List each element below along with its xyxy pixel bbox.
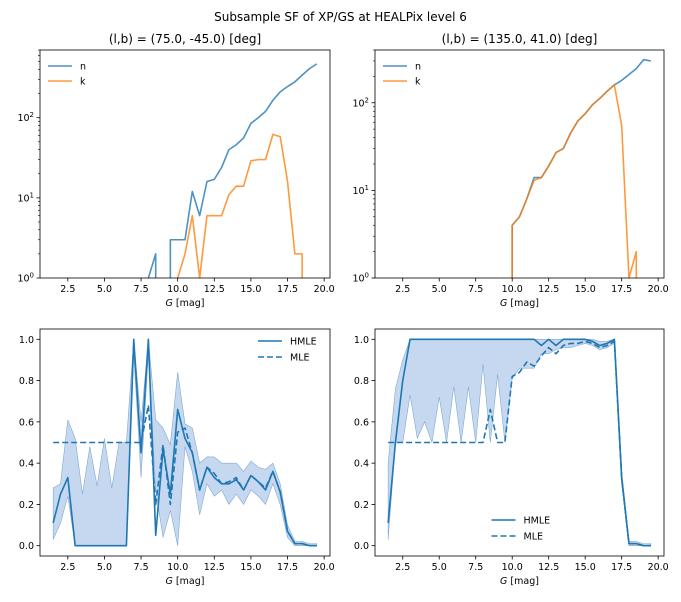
legend: nk	[48, 62, 86, 88]
legend: HMLE MLE	[258, 337, 317, 364]
x-tick-label: 10.0	[167, 284, 188, 295]
legend-label-k: k	[80, 77, 86, 88]
x-tick-label: 5.0	[97, 284, 112, 295]
x-axis-label: G [mag]	[500, 576, 539, 587]
x-tick-label: 12.5	[538, 562, 559, 573]
chart-panel-4: 2.5 5.0 7.5 10.0 12.5 15.0 17.5 20.0 0.0 0.2 0.4 0.…	[354, 328, 669, 587]
x-tick-label: 7.5	[468, 562, 483, 573]
legend-label-n: n	[415, 62, 421, 73]
series-line-hmle	[387, 338, 651, 547]
x-tick-label: 10.0	[167, 562, 188, 573]
axes-frame	[374, 328, 665, 557]
x-tick-label: 15.0	[575, 284, 596, 295]
x-tick-label: 2.5	[60, 284, 75, 295]
plot-area	[387, 338, 652, 547]
series-line-mle	[388, 340, 651, 547]
y-tick-label: 1.0	[19, 335, 34, 346]
legend: HMLE MLE	[491, 516, 551, 543]
axes-frame	[39, 49, 331, 279]
x-tick-label: 15.0	[575, 562, 596, 573]
figure-title: Subsample SF of XP/GS at HEALPix level 6	[214, 10, 467, 24]
y-tick-label: 1.0	[354, 335, 369, 346]
x-tick-label: 5.0	[432, 284, 447, 295]
x-axis-label: G [mag]	[500, 298, 539, 309]
y-tick-label: 100	[352, 272, 369, 285]
y-tick-label: 0.4	[19, 459, 34, 470]
series-line-k	[176, 133, 303, 278]
legend: nk	[383, 62, 421, 88]
series-line-n	[147, 63, 318, 278]
x-tick-label: 7.5	[134, 562, 149, 573]
x-tick-label: 17.5	[611, 562, 632, 573]
subplot-title: (l,b) = (75.0, -45.0) [deg]	[109, 32, 261, 46]
y-tick-label: 0.2	[354, 500, 369, 511]
x-tick-label: 15.0	[240, 284, 261, 295]
x-tick-label: 17.5	[277, 284, 298, 295]
x-tick-label: 15.0	[240, 562, 261, 573]
chart-panel-3: 2.5 5.0 7.5 10.0 12.5 15.0 17.5 20.0 0.0 0.2 0.4 0.…	[19, 328, 335, 587]
series-line-k	[511, 84, 638, 278]
legend-label-hmle: HMLE	[290, 337, 317, 348]
x-tick-label: 2.5	[395, 284, 410, 295]
series-line-hmle	[52, 338, 317, 547]
y-tick-label: 0.2	[19, 500, 34, 511]
y-tick-label: 0.0	[19, 541, 34, 552]
y-tick-label: 101	[352, 184, 369, 197]
y-tick-label: 100	[17, 272, 34, 285]
series-line-mle	[53, 404, 317, 547]
y-tick-label: 0.6	[19, 417, 34, 428]
axes-frame	[39, 328, 331, 557]
x-tick-label: 17.5	[277, 562, 298, 573]
plot-area	[147, 63, 318, 278]
legend-label-hmle: HMLE	[524, 516, 551, 527]
y-tick-label: 0.4	[354, 459, 369, 470]
x-tick-label: 20.0	[314, 562, 335, 573]
x-tick-label: 20.0	[314, 284, 335, 295]
chart-panel-2: 2.5 5.0 7.5 10.0 12.5 15.0 17.5 20.0 100 101 102 G …	[352, 32, 669, 309]
x-tick-label: 12.5	[204, 562, 225, 573]
x-tick-label: 17.5	[611, 284, 632, 295]
legend-label-mle: MLE	[524, 532, 544, 543]
x-tick-label: 7.5	[468, 284, 483, 295]
x-tick-label: 5.0	[432, 562, 447, 573]
subplot-title: (l,b) = (135.0, 41.0) [deg]	[442, 32, 598, 46]
x-tick-label: 5.0	[97, 562, 112, 573]
x-tick-label: 2.5	[60, 562, 75, 573]
chart-panel-1: 2.5 5.0 7.5 10.0 12.5 15.0 17.5 20.0 100 101 102 G …	[17, 32, 335, 309]
y-tick-label: 102	[17, 111, 34, 124]
x-tick-label: 20.0	[648, 284, 669, 295]
legend-label-n: n	[80, 62, 86, 73]
y-tick-label: 0.8	[354, 376, 369, 387]
x-tick-label: 10.0	[502, 562, 523, 573]
x-tick-label: 2.5	[395, 562, 410, 573]
x-tick-label: 12.5	[538, 284, 559, 295]
plot-area	[511, 58, 651, 278]
y-tick-label: 101	[17, 191, 34, 204]
y-tick-label: 0.8	[19, 376, 34, 387]
legend-label-mle: MLE	[290, 353, 310, 364]
x-tick-label: 12.5	[204, 284, 225, 295]
y-tick-label: 0.6	[354, 417, 369, 428]
legend-label-k: k	[415, 77, 421, 88]
x-axis-label: G [mag]	[166, 576, 205, 587]
x-tick-label: 20.0	[648, 562, 669, 573]
x-axis-label: G [mag]	[166, 298, 205, 309]
plot-area	[52, 338, 318, 547]
y-tick-label: 0.0	[354, 541, 369, 552]
x-tick-label: 10.0	[502, 284, 523, 295]
x-tick-label: 7.5	[134, 284, 149, 295]
y-tick-label: 102	[352, 96, 369, 109]
